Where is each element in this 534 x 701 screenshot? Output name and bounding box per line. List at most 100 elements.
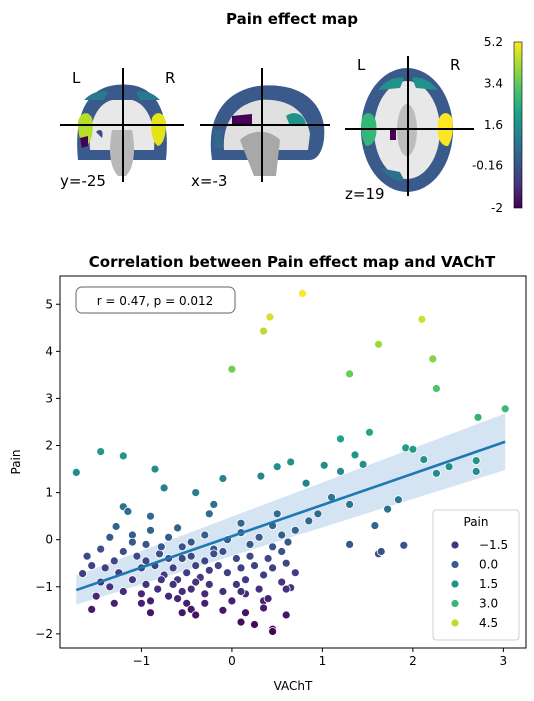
data-point: [358, 459, 368, 469]
data-point: [222, 568, 232, 578]
data-point: [191, 577, 201, 587]
y-tick-label: 5: [45, 297, 53, 311]
data-point: [177, 542, 187, 552]
data-point: [336, 466, 345, 476]
data-point: [298, 288, 307, 298]
data-point: [345, 499, 355, 509]
data-point: [136, 589, 146, 599]
legend-title: Pain: [464, 515, 489, 529]
data-point: [87, 605, 97, 614]
brain-panel-title: Pain effect map: [226, 10, 358, 28]
data-point: [118, 587, 128, 596]
data-point: [254, 532, 264, 542]
data-point: [87, 561, 97, 570]
x-tick-label: −1: [133, 654, 151, 668]
data-point: [245, 540, 255, 549]
data-point: [408, 444, 418, 454]
data-point: [431, 384, 441, 393]
legend-marker: [450, 560, 460, 569]
legend-marker: [450, 579, 460, 589]
data-point: [268, 542, 278, 552]
data-point: [96, 447, 106, 457]
colorbar-tick-label: 5.2: [484, 35, 503, 49]
data-point: [82, 551, 92, 561]
legend-box: [432, 509, 520, 641]
chart-title: Correlation between Pain effect map and …: [89, 253, 496, 271]
data-point: [399, 540, 409, 550]
data-point: [141, 540, 151, 549]
coronal-right-label: R: [165, 69, 175, 87]
y-tick-label: 0: [45, 533, 53, 547]
data-point: [374, 339, 383, 349]
data-point: [319, 460, 329, 470]
y-tick-label: 4: [45, 344, 53, 358]
y-tick-label: −1: [35, 580, 53, 594]
scatter-chart: Correlation between Pain effect map and …: [9, 253, 527, 693]
data-point: [186, 537, 196, 547]
data-point: [156, 575, 166, 585]
data-point: [159, 483, 169, 493]
legend-entries: −1.5 0.0 1.5 3.0 4.5: [450, 538, 508, 630]
stats-annotation-text: r = 0.47, p = 0.012: [97, 294, 214, 308]
data-point: [417, 314, 427, 324]
data-point: [245, 551, 255, 561]
axial-coord-label: z=19: [345, 185, 385, 203]
data-point: [272, 462, 282, 472]
data-point: [200, 589, 210, 599]
legend-marker: [450, 618, 460, 628]
data-point: [286, 457, 296, 467]
data-point: [277, 547, 287, 556]
x-tick-label: 3: [500, 654, 508, 668]
y-tick-label: 2: [45, 439, 53, 453]
data-point: [428, 354, 438, 364]
data-point: [241, 575, 250, 585]
data-point: [227, 364, 237, 374]
data-point: [431, 468, 441, 478]
colorbar-ticks: 5.2 3.4 1.6 -0.16 -2: [472, 35, 503, 215]
data-point: [200, 556, 210, 566]
data-point: [473, 412, 483, 422]
data-point: [259, 603, 269, 613]
data-point: [109, 556, 119, 566]
legend-label: 0.0: [479, 558, 498, 572]
data-point: [277, 530, 287, 540]
data-point: [146, 608, 155, 618]
data-point: [118, 451, 128, 461]
data-point: [191, 561, 201, 570]
data-point: [177, 587, 187, 596]
data-point: [168, 563, 178, 573]
data-point: [370, 521, 380, 530]
data-point: [204, 565, 214, 575]
legend-marker: [450, 599, 460, 608]
y-axis-label: Pain: [9, 450, 23, 475]
legend-marker: [450, 540, 460, 550]
data-point: [231, 580, 241, 589]
data-point: [150, 464, 160, 474]
sagittal-coord-label: x=-3: [191, 172, 227, 190]
data-point: [471, 466, 481, 476]
data-point: [200, 598, 210, 608]
brain-panel: Pain effect map L R y=-25 x: [60, 10, 523, 215]
plot-frame: [59, 275, 527, 649]
data-point: [109, 598, 119, 608]
stats-annotation-box: [75, 286, 236, 314]
colorbar: [513, 41, 523, 209]
data-point: [146, 511, 155, 521]
colorbar-tick-label: -2: [491, 201, 503, 215]
data-point: [218, 605, 228, 615]
coronal-slice: [77, 84, 167, 176]
data-point: [231, 554, 241, 563]
y-tick-label: 1: [45, 486, 53, 500]
data-point: [236, 587, 246, 596]
colorbar-tick-label: 1.6: [484, 118, 503, 132]
data-point: [186, 584, 196, 594]
data-point: [118, 547, 128, 556]
data-point: [268, 627, 278, 636]
data-point: [345, 369, 355, 379]
data-point: [250, 561, 259, 570]
data-point: [78, 569, 87, 578]
data-point: [256, 471, 266, 481]
data-point: [283, 537, 293, 547]
data-point: [277, 577, 287, 587]
